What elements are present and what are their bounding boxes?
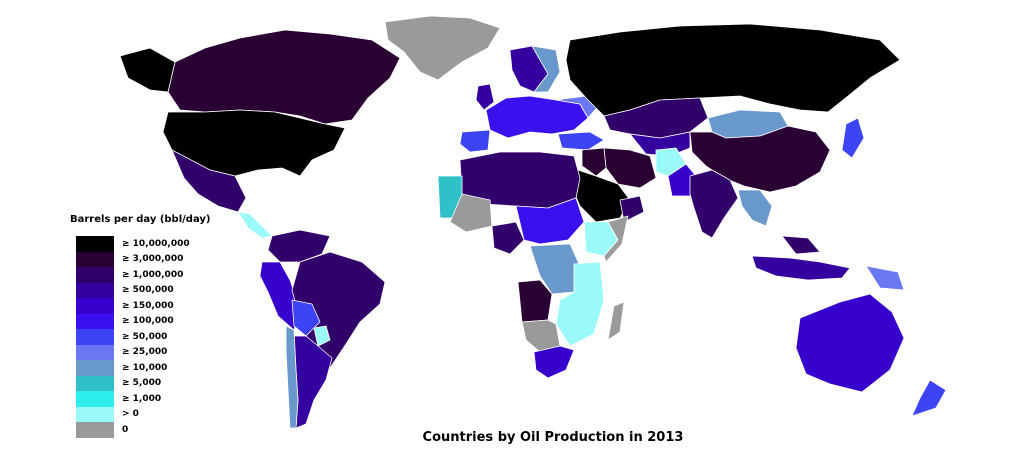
legend-label: ≥ 5,000	[122, 378, 162, 389]
legend-label: ≥ 500,000	[122, 285, 174, 296]
west-africa-grey-region	[449, 193, 493, 233]
legend-label: ≥ 100,000	[122, 316, 174, 327]
legend-label: > 0	[122, 409, 139, 420]
nigeria-region	[491, 221, 525, 255]
south-africa-region	[533, 345, 575, 379]
legend-item: ≥ 150,000	[76, 298, 236, 314]
uk-region	[475, 83, 495, 111]
legend-swatch	[76, 375, 114, 391]
greenland-region	[384, 15, 501, 81]
central-africa-region	[515, 197, 585, 245]
legend-swatch	[76, 391, 114, 407]
bolivia-region	[291, 299, 321, 337]
legend-label: ≥ 150,000	[122, 300, 174, 311]
legend-label: ≥ 25,000	[122, 347, 168, 358]
legend-label: ≥ 50,000	[122, 331, 168, 342]
kazakhstan-region	[603, 97, 709, 139]
legend-label: ≥ 10,000,000	[122, 238, 190, 249]
legend-swatch	[76, 422, 114, 438]
somalia-region	[603, 215, 629, 263]
png-region	[865, 265, 905, 291]
oman-region	[619, 195, 645, 223]
legend-item: 0	[76, 422, 236, 438]
legend-label: ≥ 1,000	[122, 393, 162, 404]
madagascar-region	[607, 301, 625, 341]
legend-label: 0	[122, 424, 129, 435]
legend-item: ≥ 100,000	[76, 313, 236, 329]
sweden-finland-region	[531, 45, 561, 93]
iran-region	[603, 147, 657, 189]
map-title: Countries by Oil Production in 2013	[422, 430, 684, 445]
legend-item: ≥ 1,000,000	[76, 267, 236, 283]
legend-item: ≥ 5,000	[76, 375, 236, 391]
malaysia-region	[781, 235, 821, 255]
canada-region	[167, 29, 401, 125]
legend-item: > 0	[76, 406, 236, 422]
legend-swatch	[76, 360, 114, 376]
legend-swatch	[76, 329, 114, 345]
legend-title: Barrels per day (bbl/day)	[70, 214, 211, 225]
new-zealand-region	[911, 379, 947, 417]
legend-label: ≥ 1,000,000	[122, 269, 184, 280]
australia-region	[795, 293, 905, 393]
russia-region	[565, 23, 901, 117]
chile-region	[285, 325, 299, 429]
india-region	[689, 169, 739, 239]
legend-item: ≥ 50,000	[76, 329, 236, 345]
legend-item: ≥ 10,000,000	[76, 236, 236, 252]
legend-swatch	[76, 251, 114, 267]
europe-region	[485, 95, 589, 139]
alaska-region	[119, 47, 176, 93]
legend-item: ≥ 25,000	[76, 344, 236, 360]
legend-label: ≥ 3,000,000	[122, 254, 184, 265]
legend-item: ≥ 1,000	[76, 391, 236, 407]
legend-swatch	[76, 406, 114, 422]
indonesia-region	[751, 255, 851, 281]
paraguay-region	[313, 325, 331, 347]
japan-region	[841, 117, 865, 159]
legend-swatch	[76, 282, 114, 298]
iraq-region	[581, 147, 607, 177]
legend-swatch	[76, 313, 114, 329]
central-america-region	[237, 211, 273, 239]
turkey-region	[557, 131, 605, 151]
legend-item: ≥ 3,000,000	[76, 251, 236, 267]
iberia-region	[459, 129, 491, 153]
legend-swatch	[76, 236, 114, 252]
legend-label: ≥ 10,000	[122, 362, 168, 373]
legend-swatch	[76, 298, 114, 314]
legend-item: ≥ 10,000	[76, 360, 236, 376]
legend-swatch	[76, 267, 114, 283]
legend-swatch	[76, 344, 114, 360]
map-legend: ≥ 10,000,000 ≥ 3,000,000 ≥ 1,000,000 ≥ 500,…	[76, 236, 236, 438]
east-africa-region	[555, 261, 605, 347]
southeast-asia-region	[737, 189, 773, 227]
angola-region	[517, 279, 553, 323]
legend-item: ≥ 500,000	[76, 282, 236, 298]
